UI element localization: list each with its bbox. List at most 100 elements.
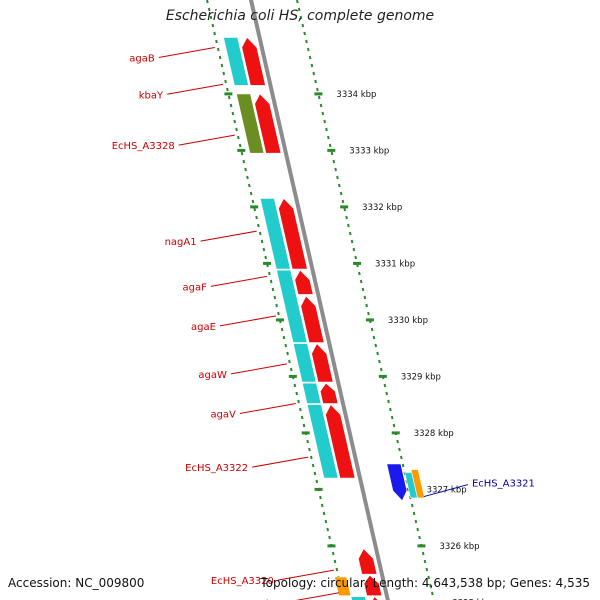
outer-tick-dot — [314, 79, 317, 84]
inner-tick-dot — [284, 343, 288, 348]
outer-tick-dot — [398, 447, 401, 452]
inner-tick-dot — [280, 327, 284, 332]
inner-tick-dot — [215, 39, 218, 44]
inner-tick-dot — [324, 519, 328, 524]
inner-tick-dot — [255, 215, 258, 220]
inner-tick-dot — [315, 479, 319, 484]
outer-tick-dot — [303, 31, 306, 36]
outer-tick-dot — [337, 183, 341, 188]
outer-tick-dot — [383, 383, 387, 388]
inner-tick-dot — [222, 71, 226, 76]
inner-tick-dot — [309, 455, 313, 460]
gene-label-leader — [295, 592, 340, 600]
forward-gene-arrow — [241, 36, 266, 86]
outer-tick-dot — [317, 95, 321, 100]
inner-tick-dot — [306, 439, 309, 444]
inner-tick-dot — [211, 23, 215, 28]
inner-tick-dot — [235, 127, 238, 132]
highlight-label-leader — [423, 484, 469, 498]
gene-label: EcHS_A3322 — [185, 463, 248, 474]
outer-tick-dot — [296, 0, 299, 4]
inner-tick-dot — [242, 159, 246, 164]
outer-tick-dot — [378, 359, 381, 364]
outer-tick-dot — [414, 519, 418, 524]
gene-label-leader — [210, 275, 268, 287]
gene-label: agaE — [191, 322, 216, 333]
inner-tick-dot — [229, 103, 233, 108]
small-gene-block — [334, 576, 352, 596]
inner-tick-dot — [226, 87, 229, 92]
inner-tick-dot — [238, 143, 242, 148]
topology-text: Topology: circular; Length: 4,643,538 bp… — [260, 576, 590, 590]
inner-tick-dot — [328, 535, 331, 540]
outer-tick-dot — [343, 207, 347, 212]
outer-tick-dot — [301, 23, 305, 28]
outer-tick-dot — [429, 583, 432, 588]
inner-tick-dot — [269, 279, 273, 284]
forward-gene-arrow — [319, 382, 339, 404]
outer-tick-dot — [376, 351, 379, 356]
highlight-gene-blue — [386, 463, 408, 502]
scale-tick-label: 3325 kbp — [452, 598, 492, 600]
outer-tick-dot — [358, 271, 361, 276]
outer-tick-dot — [423, 559, 427, 564]
outer-tick-dot — [387, 399, 390, 404]
inner-tick-dot — [273, 295, 277, 300]
outer-tick-dot — [385, 391, 389, 396]
outer-tick-dot — [316, 87, 319, 92]
outer-tick-dot — [323, 119, 327, 124]
inner-tick-dot — [289, 367, 293, 372]
inner-tick-dot — [271, 287, 275, 292]
outer-tick-dot — [359, 279, 363, 284]
inner-tick-dot — [258, 231, 262, 236]
scale-tick-label: 3332 kbp — [362, 203, 402, 213]
outer-tick-dot — [321, 111, 325, 116]
outer-tick-dot — [332, 159, 336, 164]
outer-tick-dot — [310, 63, 314, 68]
forward-gene-arrow — [278, 197, 308, 270]
scale-tick-label: 3333 kbp — [349, 146, 389, 156]
backbone-line — [248, 0, 390, 600]
inner-tick-dot — [251, 199, 255, 204]
inner-track-block — [276, 269, 308, 343]
forward-gene-arrow — [294, 269, 314, 295]
inner-tick-dot — [313, 471, 317, 476]
inner-tick-dot — [277, 311, 280, 316]
gene-label-leader — [277, 569, 334, 581]
inner-tick-dot — [213, 31, 216, 36]
inner-track-block — [259, 198, 291, 270]
outer-tick-dot — [363, 295, 367, 300]
outer-tick-dot — [410, 503, 414, 508]
highlight-gene-label: EcHS_A3321 — [472, 479, 535, 490]
inner-tick-dot — [326, 527, 330, 532]
forward-gene-arrow — [358, 548, 378, 575]
outer-tick-dot — [341, 199, 345, 204]
forward-gene-arrow — [254, 93, 282, 154]
inner-tick-dot — [209, 15, 213, 20]
gene-label-leader — [252, 456, 309, 468]
inner-tick-dot — [319, 495, 322, 500]
inner-track-block — [350, 596, 367, 600]
gene-label: agaB — [129, 54, 155, 65]
inner-tick-dot — [240, 151, 244, 156]
forward-gene-arrow — [300, 295, 325, 343]
outer-tick-dot — [416, 527, 420, 532]
outer-tick-dot — [389, 407, 392, 412]
inner-tick-dot — [331, 551, 335, 556]
inner-tick-dot — [246, 175, 249, 180]
gene-label: agaF — [183, 282, 208, 293]
outer-tick-dot — [372, 335, 376, 340]
inner-tick-dot — [237, 135, 240, 140]
gene-label-leader — [178, 134, 235, 146]
gene-label: EcHS_A3320 — [211, 576, 274, 587]
inner-tick-dot — [257, 223, 260, 228]
inner-tick-dot — [322, 511, 326, 516]
outer-tick-dot — [365, 303, 368, 308]
gene-label-leader — [167, 83, 224, 95]
outer-tick-dot — [425, 567, 429, 572]
gene-label-leader — [200, 230, 257, 242]
inner-tick-dot — [253, 207, 257, 212]
inner-tick-dot — [311, 463, 315, 468]
outer-tick-dot — [421, 551, 425, 556]
